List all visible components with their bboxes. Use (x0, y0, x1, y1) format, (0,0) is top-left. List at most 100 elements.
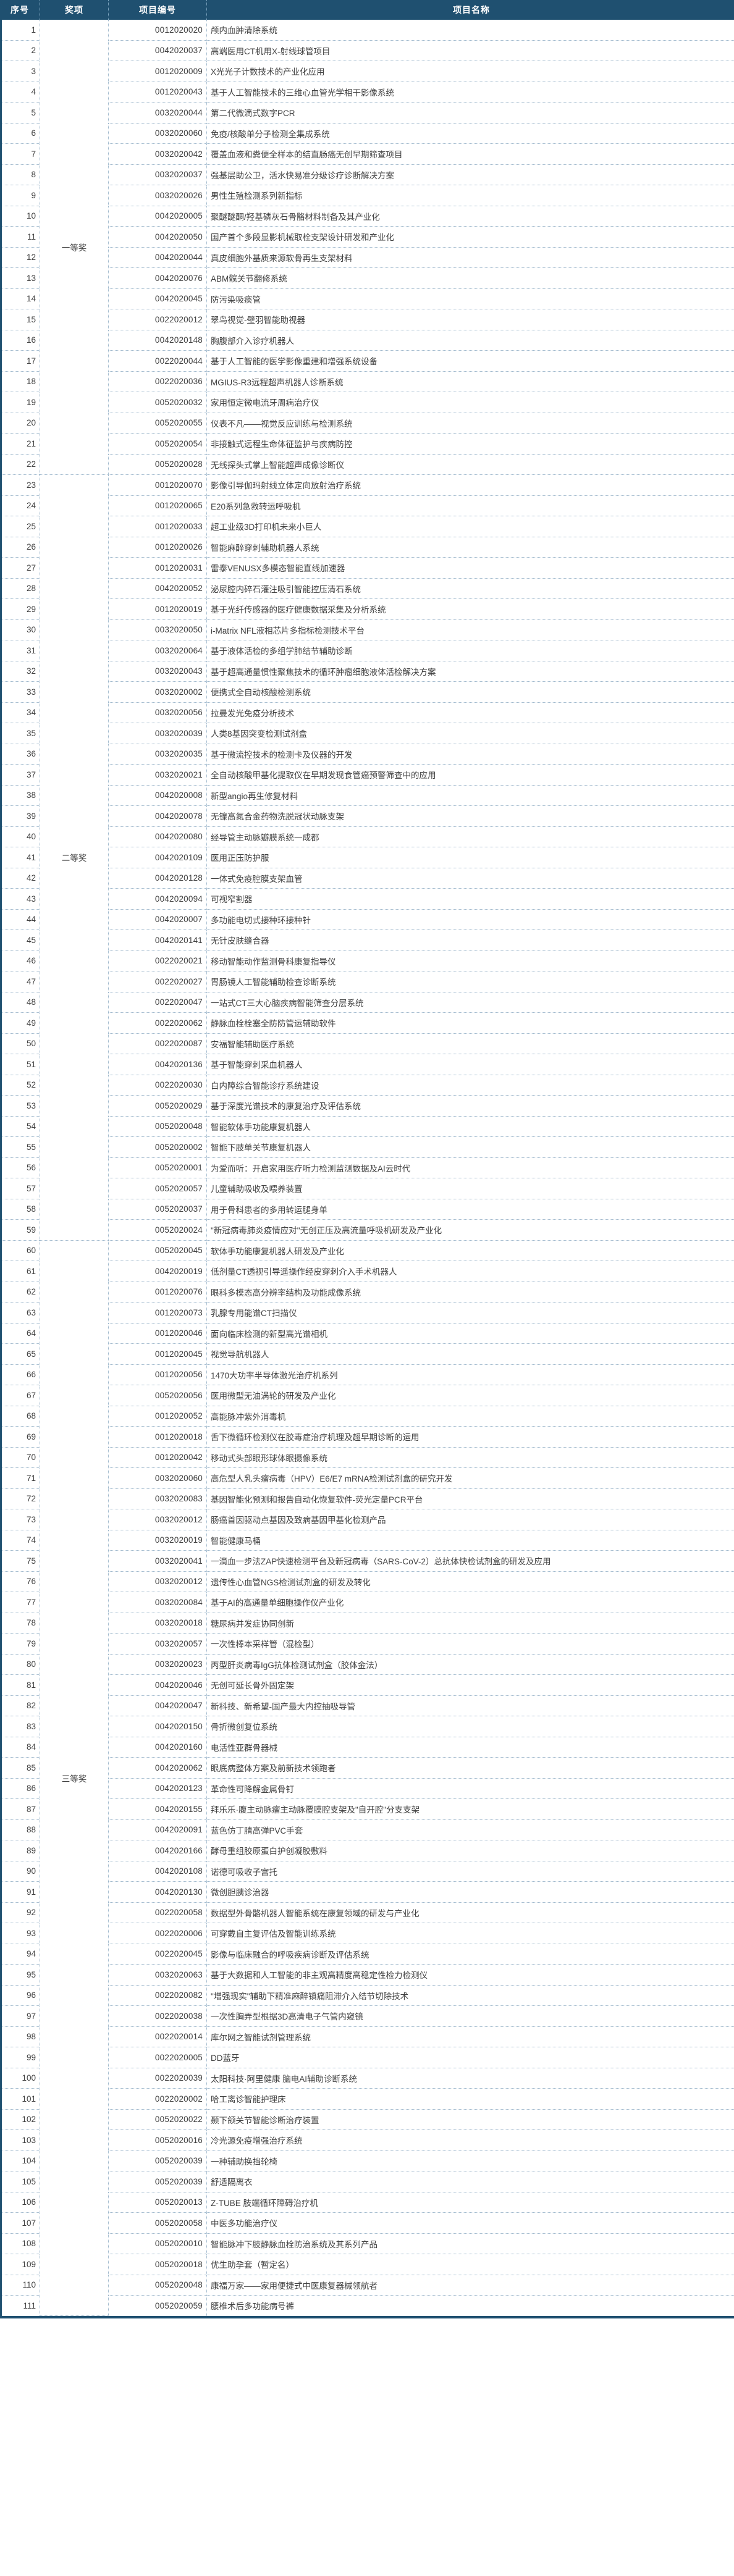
table-row: 65 0012020045 视觉导航机器人 (0, 1343, 734, 1365)
cell-index: 20 (0, 413, 40, 434)
table-row: 36 0032020035 基于微流控技术的检测卡及仪器的开发 (0, 744, 734, 765)
cell-index: 97 (0, 2005, 40, 2027)
table-row: 96 0022020082 "增强现实"辅助下精准麻醉镇痛阻滞介入结节切除技术 (0, 1985, 734, 2006)
table-row: 66 0012020056 1470大功率半导体激光治疗机系列 (0, 1364, 734, 1385)
cell-project-code: 0032020021 (108, 764, 207, 786)
table-row: 81 0042020046 无创可延长骨外固定架 (0, 1674, 734, 1696)
cell-index: 19 (0, 392, 40, 413)
cell-index: 85 (0, 1757, 40, 1779)
cell-project-code: 0042020052 (108, 578, 207, 599)
cell-index: 48 (0, 992, 40, 1013)
cell-project-name: 智能软体手功能康复机器人 (206, 1116, 734, 1137)
table-row: 19 0052020032 家用恒定微电流牙周病治疗仪 (0, 392, 734, 413)
cell-project-name: 酵母重组胶原蛋白护创凝胶敷料 (206, 1840, 734, 1861)
table-row: 105 0052020039 舒适隔离衣 (0, 2171, 734, 2192)
cell-index: 94 (0, 1944, 40, 1965)
cell-project-code: 0042020091 (108, 1819, 207, 1840)
cell-project-code: 0042020136 (108, 1054, 207, 1075)
cell-project-code: 0012020076 (108, 1282, 207, 1303)
cell-project-code: 0032020083 (108, 1488, 207, 1509)
cell-project-name: 影像引导伽玛射线立体定向放射治疗系统 (206, 474, 734, 496)
cell-index: 99 (0, 2047, 40, 2068)
cell-project-code: 0022020045 (108, 1944, 207, 1965)
table-row: 77 0032020084 基于AI的高通量单细胞操作仪产业化 (0, 1592, 734, 1613)
cell-index: 61 (0, 1261, 40, 1282)
cell-project-code: 0042020062 (108, 1757, 207, 1779)
cell-project-code: 0052020002 (108, 1136, 207, 1158)
cell-index: 81 (0, 1674, 40, 1696)
cell-project-name: 基于超高通量惯性聚焦技术的循环肿瘤细胞液体活检解决方案 (206, 661, 734, 682)
cell-project-code: 0032020035 (108, 744, 207, 765)
cell-index: 37 (0, 764, 40, 786)
cell-index: 27 (0, 557, 40, 579)
cell-project-code: 0032020084 (108, 1592, 207, 1613)
cell-project-code: 0052020010 (108, 2233, 207, 2254)
cell-project-code: 0042020078 (108, 805, 207, 827)
cell-index: 96 (0, 1985, 40, 2006)
cell-project-name: 医用微型无油涡轮的研发及产业化 (206, 1385, 734, 1406)
table-row: 97 0022020038 一次性胸弄型根据3D高清电子气管内窥镜 (0, 2005, 734, 2027)
cell-project-name: 可穿戴自主复评估及智能训练系统 (206, 1923, 734, 1944)
table-row: 111 0052020059 腰椎术后多功能病号裤 (0, 2295, 734, 2316)
table-row: 6 0032020060 免疫/核酸单分子检测全集成系统 (0, 123, 734, 144)
cell-index: 42 (0, 868, 40, 889)
cell-project-name: 面向临床检测的新型高光谱相机 (206, 1323, 734, 1344)
cell-project-name: 全自动核酸甲基化提取仪在早期发现食管癌预警筛查中的应用 (206, 764, 734, 786)
cell-index: 35 (0, 723, 40, 744)
cell-project-code: 0032020060 (108, 1467, 207, 1489)
cell-project-name: 家用恒定微电流牙周病治疗仪 (206, 392, 734, 413)
cell-index: 79 (0, 1633, 40, 1655)
cell-index: 25 (0, 516, 40, 537)
cell-project-code: 0022020047 (108, 992, 207, 1013)
cell-project-code: 0012020070 (108, 474, 207, 496)
table-row: 57 0052020057 儿童辅助吸收及喂养装置 (0, 1178, 734, 1199)
cell-index: 84 (0, 1737, 40, 1758)
table-row: 61 0042020019 低剂量CT透视引导遥操作经皮穿刺介入手术机器人 (0, 1261, 734, 1282)
cell-project-name: i-Matrix NFL液相芯片多指标检测技术平台 (206, 619, 734, 640)
cell-project-code: 0032020041 (108, 1550, 207, 1572)
cell-project-name: 一站式CT三大心脑疾病智能筛查分层系统 (206, 992, 734, 1013)
cell-project-code: 0012020042 (108, 1447, 207, 1468)
cell-project-name: 低剂量CT透视引导遥操作经皮穿刺介入手术机器人 (206, 1261, 734, 1282)
cell-project-name: 基于深度光谱技术的康复治疗及评估系统 (206, 1095, 734, 1117)
table-row: 10 0042020005 聚醚醚酮/羟基磷灰石骨骼材料制备及其产业化 (0, 206, 734, 227)
award-list-table: 序号 奖项 项目编号 项目名称 1 一等奖 0012020020 颅内血肿清除系统 2 0… (0, 0, 734, 2316)
cell-index: 104 (0, 2150, 40, 2171)
table-header: 序号 奖项 项目编号 项目名称 (0, 0, 734, 20)
column-header-name: 项目名称 (206, 0, 734, 20)
cell-index: 8 (0, 164, 40, 185)
table-row: 12 0042020044 真皮细胞外基质来源软骨再生支架材料 (0, 247, 734, 268)
cell-index: 68 (0, 1406, 40, 1427)
cell-index: 43 (0, 888, 40, 910)
cell-project-name: 基于人工智能技术的三维心血管光学相干影像系统 (206, 82, 734, 103)
table-row: 103 0052020016 冷光源免疫增强治疗系统 (0, 2129, 734, 2151)
cell-project-name: 太阳科技·阿里健康 脑电AI辅助诊断系统 (206, 2068, 734, 2089)
cell-index: 41 (0, 847, 40, 868)
column-header-index: 序号 (0, 0, 40, 20)
cell-project-code: 0042020141 (108, 929, 207, 951)
table-row: 50 0022020087 安福智能辅助医疗系统 (0, 1033, 734, 1054)
cell-project-code: 0052020001 (108, 1157, 207, 1178)
cell-index: 78 (0, 1613, 40, 1634)
cell-project-code: 0042020050 (108, 226, 207, 248)
cell-project-code: 0042020109 (108, 847, 207, 868)
cell-index: 45 (0, 929, 40, 951)
cell-index: 69 (0, 1426, 40, 1448)
cell-project-name: E20系列急救转运呼吸机 (206, 495, 734, 516)
cell-award-group: 一等奖 (40, 20, 109, 475)
cell-project-name: 胸腹部介入诊疗机器人 (206, 330, 734, 351)
cell-project-name: 移动智能动作监测骨科康复指导仪 (206, 950, 734, 971)
table-row: 46 0022020021 移动智能动作监测骨科康复指导仪 (0, 950, 734, 971)
cell-index: 2 (0, 40, 40, 61)
table-row: 53 0052020029 基于深度光谱技术的康复治疗及评估系统 (0, 1095, 734, 1117)
table-row: 18 0022020036 MGIUS-R3远程超声机器人诊断系统 (0, 371, 734, 392)
table-row: 20 0052020055 仪表不凡——视觉反应训练与检测系统 (0, 413, 734, 434)
cell-index: 16 (0, 330, 40, 351)
cell-project-name: 第二代微滴式数字PCR (206, 102, 734, 124)
table-row: 32 0032020043 基于超高通量惯性聚焦技术的循环肿瘤细胞液体活检解决方案 (0, 661, 734, 682)
cell-index: 14 (0, 288, 40, 309)
table-row: 87 0042020155 拜乐乐·腹主动脉瘤主动脉覆膜腔支架及"自开腔"分支支架 (0, 1798, 734, 1820)
cell-project-name: 基于光纤传感器的医疗健康数据采集及分析系统 (206, 598, 734, 620)
cell-project-name: 颞下颌关节智能诊断治疗装置 (206, 2109, 734, 2130)
cell-index: 32 (0, 661, 40, 682)
